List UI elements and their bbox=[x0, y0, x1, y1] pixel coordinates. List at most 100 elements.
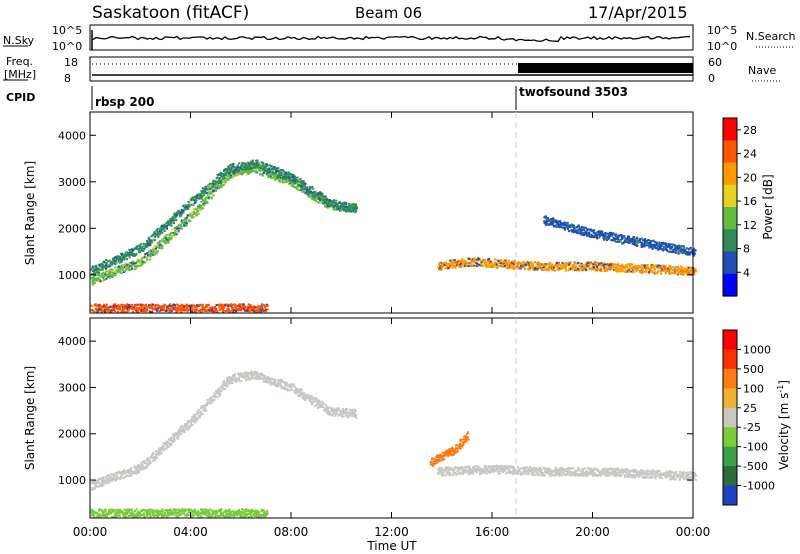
velocity-echo-cell bbox=[196, 418, 199, 420]
power-echo-cell bbox=[320, 192, 324, 195]
power-echo-cell bbox=[591, 268, 594, 271]
power-echo-cell bbox=[269, 169, 272, 172]
power-echo-cell bbox=[461, 258, 464, 261]
power-echo-cell bbox=[261, 308, 264, 311]
power-echo-cell bbox=[147, 244, 150, 247]
power-echo-cell bbox=[142, 308, 145, 311]
power-echo-cell bbox=[516, 265, 519, 268]
power-echo-cell bbox=[212, 194, 215, 197]
power-echo-cell bbox=[553, 269, 556, 272]
power-echo-cell bbox=[239, 166, 242, 169]
colorbar-tick-label: 4 bbox=[743, 266, 750, 279]
power-echo-cell bbox=[607, 235, 610, 238]
power-echo-cell bbox=[97, 305, 100, 308]
power-echo-cell bbox=[577, 224, 580, 227]
velocity-echo-cell bbox=[128, 475, 131, 478]
velocity-echo-cell bbox=[309, 397, 313, 400]
power-echo-cell bbox=[554, 224, 557, 227]
colorbar-tick-label: 8 bbox=[743, 243, 750, 256]
power-echo-cell bbox=[170, 224, 173, 227]
power-echo-cell bbox=[531, 262, 535, 265]
power-echo-cell bbox=[271, 173, 274, 176]
velocity-echo-cell bbox=[512, 473, 515, 476]
power-echo-cell bbox=[117, 259, 120, 262]
power-echo-cell bbox=[568, 230, 571, 233]
velocity-echo-cell bbox=[458, 471, 461, 474]
power-echo-cell bbox=[315, 200, 318, 203]
power-echo-cell bbox=[238, 303, 241, 306]
velocity-echo-cell bbox=[137, 464, 140, 467]
velocity-echo-cell bbox=[173, 438, 176, 441]
velocity-echo-cell bbox=[202, 405, 205, 408]
power-echo-cell bbox=[144, 255, 147, 258]
power-echo-cell bbox=[90, 276, 93, 279]
velocity-echo-cell bbox=[231, 377, 234, 380]
power-echo-cell bbox=[254, 309, 257, 312]
velocity-echo-cell bbox=[445, 471, 448, 474]
power-echo-cell bbox=[335, 199, 338, 202]
power-echo-cell bbox=[577, 225, 581, 228]
velocity-echo-cell bbox=[102, 479, 106, 482]
power-echo-cell bbox=[503, 259, 506, 262]
power-echo-cell bbox=[194, 305, 197, 308]
power-echo-cell bbox=[255, 170, 258, 173]
power-echo-cell bbox=[593, 236, 596, 239]
velocity-echo-cell bbox=[123, 475, 126, 478]
power-echo-cell bbox=[297, 184, 300, 187]
velocity-echo-cell bbox=[473, 467, 476, 469]
power-echo-cell bbox=[105, 264, 108, 267]
power-echo-cell bbox=[135, 306, 138, 309]
velocity-echo-cell bbox=[179, 428, 183, 431]
power-echo-cell bbox=[683, 269, 686, 272]
power-echo-cell bbox=[170, 219, 173, 222]
power-echo-cell bbox=[251, 166, 254, 169]
velocity-echo-cell bbox=[166, 445, 169, 448]
velocity-echo-cell bbox=[459, 466, 462, 468]
power-echo-cell bbox=[142, 250, 145, 252]
power-echo-cell bbox=[453, 261, 456, 264]
power-echo-cell bbox=[213, 183, 217, 186]
velocity-echo-cell bbox=[479, 472, 482, 475]
power-echo-cell bbox=[604, 267, 607, 270]
power-echo-cell bbox=[206, 201, 209, 204]
power-echo-cell bbox=[203, 191, 206, 194]
power-echo-cell bbox=[153, 245, 156, 247]
power-echo-cell bbox=[123, 270, 126, 273]
power-echo-cell bbox=[522, 261, 525, 264]
power-echo-cell bbox=[328, 202, 331, 205]
velocity-echo-cell bbox=[209, 397, 212, 400]
velocity-echo-cell bbox=[251, 371, 254, 374]
velocity-echo-cell bbox=[536, 471, 539, 474]
power-echo-cell bbox=[135, 252, 138, 255]
power-echo-cell bbox=[217, 174, 220, 177]
velocity-echo-cell bbox=[135, 468, 138, 471]
power-echo-cell bbox=[195, 199, 198, 202]
power-echo-cell bbox=[242, 305, 245, 308]
power-echo-cell bbox=[176, 211, 179, 214]
power-echo-cell bbox=[234, 304, 237, 307]
power-echo-cell bbox=[632, 238, 635, 241]
power-echo-cell bbox=[481, 264, 484, 267]
power-echo-cell bbox=[280, 171, 283, 174]
power-echo-cell bbox=[122, 308, 125, 311]
power-echo-cell bbox=[256, 161, 259, 164]
power-echo-cell bbox=[655, 264, 658, 267]
power-echo-cell bbox=[326, 198, 329, 201]
power-echo-cell bbox=[108, 259, 111, 262]
freq-tick-bottom: 8 bbox=[64, 72, 71, 85]
power-echo-cell bbox=[148, 238, 151, 241]
velocity-echo-cell bbox=[141, 466, 145, 469]
velocity-echo-cell bbox=[165, 444, 169, 447]
power-echo-cell bbox=[179, 212, 182, 215]
velocity-echo-cell bbox=[122, 477, 125, 480]
velocity-echo-cell bbox=[261, 374, 265, 377]
power-echo-cell bbox=[290, 184, 293, 187]
power-echo-cell bbox=[230, 310, 234, 313]
velocity-echo-cell bbox=[548, 473, 551, 476]
power-echo-cell bbox=[623, 239, 626, 242]
power-echo-cell bbox=[190, 197, 193, 200]
power-echo-cell bbox=[561, 223, 564, 226]
velocity-echo-cell bbox=[191, 416, 194, 419]
nsky-label: N.Sky bbox=[3, 34, 35, 47]
velocity-echo-cell bbox=[284, 384, 287, 387]
